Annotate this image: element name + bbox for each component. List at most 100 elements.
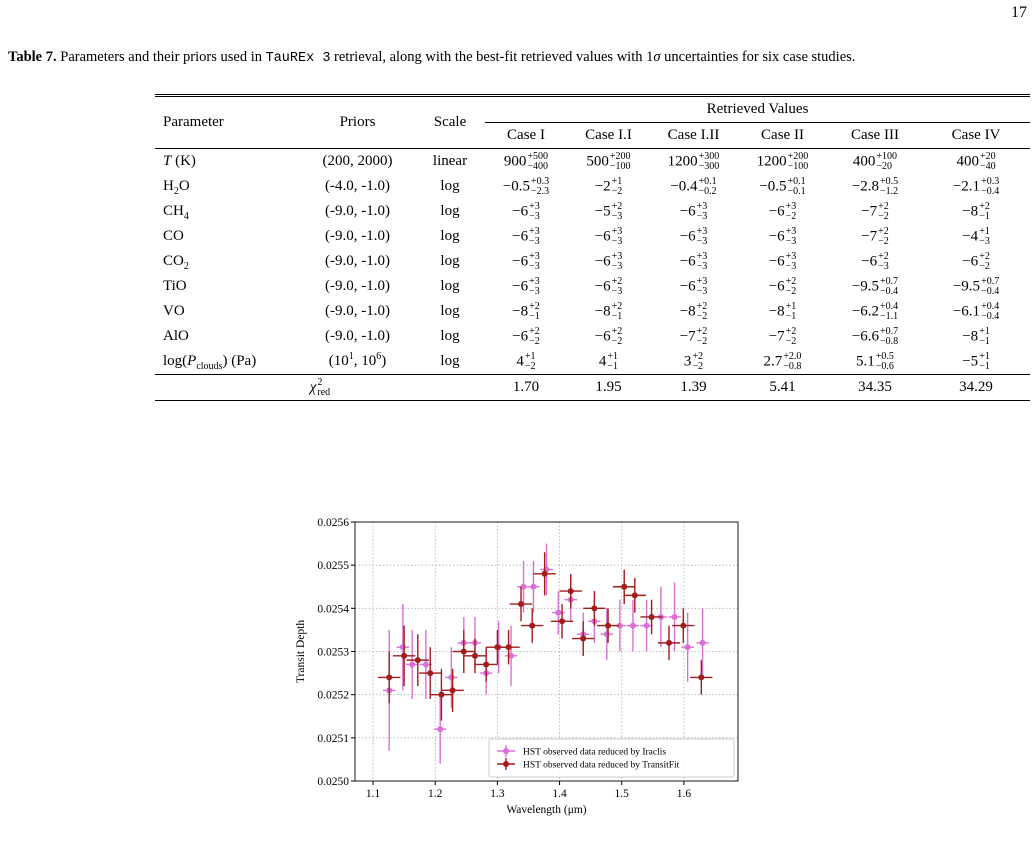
data-point: [603, 631, 610, 638]
x-tick-label: 1.2: [428, 788, 443, 800]
text: ) (Pa): [222, 353, 257, 369]
lower-error: −2: [785, 285, 797, 297]
lower-error: −300: [698, 160, 720, 172]
header-cell: Scale: [415, 94, 485, 149]
upper-error: +1: [524, 350, 536, 362]
value: −6: [679, 227, 696, 244]
lower-error: −3: [696, 260, 708, 272]
lower-error: −2: [696, 335, 708, 347]
upper-error: +0.1: [787, 175, 806, 187]
table-row: χ 2 red 1.70 1.95 1.39 5.41 34.35 34.29: [155, 374, 1031, 401]
param-cell: H2O: [155, 174, 300, 199]
value-cell: −4 +1 −3: [922, 224, 1030, 249]
value: −8: [768, 302, 785, 319]
value: −4: [962, 227, 979, 244]
uncertainty: +3 −3: [786, 251, 797, 272]
table-row: CO (-9.0, -1.0) log −6 +3 −3 −6 +3 −3 −6 +3 −3 −6 +3−…: [155, 224, 1030, 249]
lower-error: −100: [787, 160, 809, 172]
lower-error: −1.1: [880, 310, 899, 322]
uncertainty: +3 −3: [529, 251, 540, 272]
value: 2.7: [763, 352, 783, 369]
subscript: red: [317, 386, 331, 398]
subscript: 2: [173, 186, 179, 197]
uncertainty: +2 −2: [785, 276, 797, 297]
value-cell: 1200 +200 −100: [737, 149, 828, 175]
upper-error: +200: [787, 150, 809, 162]
uncertainty: +2 −2: [696, 325, 708, 347]
legend-marker: [503, 748, 509, 754]
upper-error: +0.7: [981, 275, 1000, 287]
superscript: 1: [348, 351, 354, 362]
text: ): [381, 353, 387, 369]
value: −6: [594, 277, 611, 294]
header-cell: Parameter: [155, 94, 300, 149]
y-tick-label: 0.0254: [317, 603, 349, 615]
param-cell: TiO: [155, 274, 300, 299]
lower-error: −2: [696, 310, 708, 322]
table-caption: Table 7. Parameters and their priors use…: [8, 48, 1030, 68]
value-cell: −6 +3 −3: [737, 224, 828, 249]
data-point: [437, 726, 444, 733]
value: −0.5: [502, 177, 531, 194]
uncertainty: +1 −1: [979, 351, 990, 372]
lower-error: −3: [611, 210, 623, 222]
uncertainty: +0.3 −0.4: [981, 176, 999, 197]
uncertainty: +2 −3: [611, 201, 623, 222]
lower-error: −3: [878, 260, 889, 272]
uncertainty: +0.5 −0.6: [876, 351, 894, 372]
uncertainty: +2 −1: [612, 301, 623, 322]
upper-error: +2: [696, 325, 708, 337]
lower-error: −3: [529, 260, 540, 272]
value: −5: [962, 352, 979, 369]
upper-error: +3: [696, 250, 708, 262]
value: −8: [962, 327, 979, 344]
data-point: [629, 622, 636, 629]
upper-error: +2: [979, 200, 990, 212]
x-tick-label: 1.5: [615, 788, 630, 800]
value-cell: −6 +2 −3: [567, 274, 650, 299]
uncertainty: +2 −2: [529, 326, 540, 347]
lower-error: −2: [979, 260, 990, 272]
uncertainty: +500 −400: [527, 151, 548, 172]
data-point: [508, 652, 515, 659]
upper-error: +0.3: [531, 175, 550, 187]
value: −6: [679, 277, 696, 294]
value: 5.1: [856, 352, 875, 369]
lower-error: −1.2: [880, 185, 899, 197]
uncertainty: +1 −1: [979, 326, 990, 347]
data-point: [449, 687, 456, 694]
uncertainty: +200 −100: [610, 151, 631, 172]
uncertainty: +2 −2: [692, 351, 703, 372]
header-cell: Case II: [737, 122, 828, 149]
value: −6.1: [952, 302, 981, 319]
lower-error: −3: [529, 285, 540, 297]
table-row: T (K) (200, 2000) linear 900 +500 −400 500 +200…: [155, 149, 1030, 175]
uncertainty: +1 −2: [524, 350, 536, 372]
value: 400: [956, 152, 979, 169]
upper-error: +2: [878, 225, 889, 237]
lower-error: −3: [979, 235, 990, 247]
prior-cell: (-4.0, -1.0): [300, 174, 415, 199]
value: −6: [861, 252, 878, 269]
value: −2.1: [952, 177, 981, 194]
value-cell: 400 +20 −40: [922, 149, 1030, 175]
data-point: [541, 570, 548, 577]
value-cell: −8 +1 −1: [737, 299, 828, 324]
upper-error: +1: [607, 350, 619, 362]
text: VO: [163, 303, 185, 319]
caption-code: TauREx 3: [265, 51, 331, 66]
caption-label: Table 7.: [8, 49, 57, 65]
uncertainty: +0.1 −0.1: [787, 175, 806, 197]
x-tick-label: 1.4: [552, 788, 567, 800]
data-point: [567, 588, 574, 595]
data-point: [643, 622, 650, 629]
upper-error: +3: [696, 275, 708, 287]
upper-error: +3: [611, 250, 623, 262]
prior-cell: (-9.0, -1.0): [300, 274, 415, 299]
x-axis-label: Wavelength (μm): [506, 804, 586, 816]
scale-cell: log: [440, 278, 460, 294]
lower-error: −2: [611, 335, 623, 347]
lower-error: −0.2: [698, 185, 717, 197]
value: −5: [594, 202, 611, 219]
